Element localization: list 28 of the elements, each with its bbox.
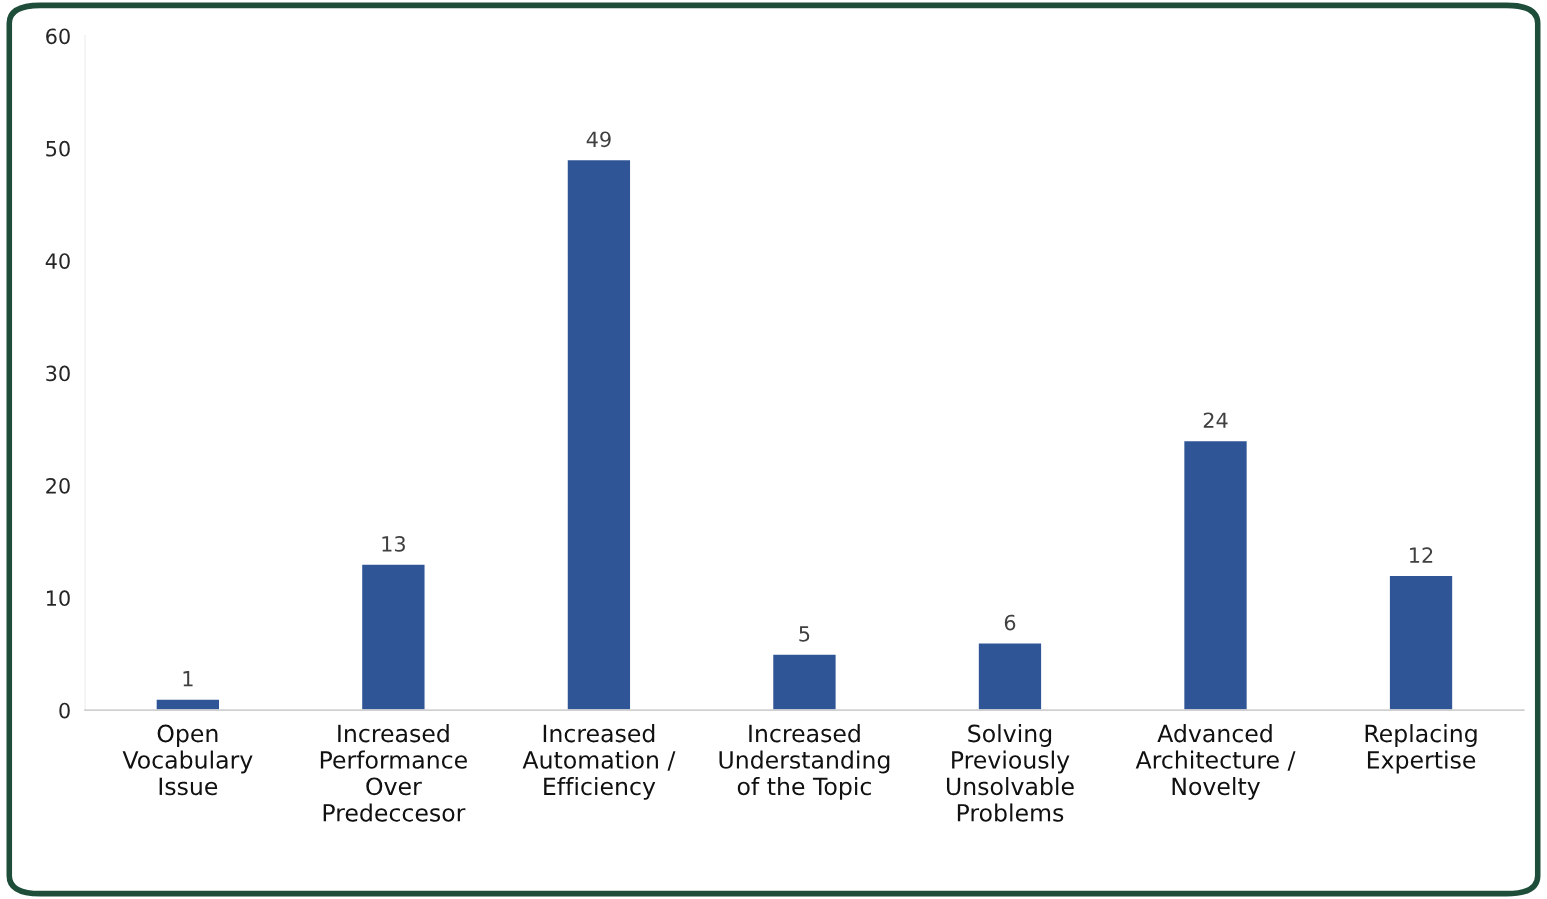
- bar: [977, 642, 1043, 711]
- x-tick-label: Advanced Architecture / Novelty: [1135, 724, 1296, 800]
- bar: [1388, 574, 1454, 711]
- data-label: 1: [183, 671, 193, 687]
- bar: [771, 653, 837, 711]
- y-tick-label: 0: [59, 702, 70, 719]
- x-tick-label: Replacing Expertise: [1365, 724, 1477, 774]
- data-label: 24: [1203, 412, 1228, 428]
- y-tick-label: 20: [46, 477, 70, 494]
- x-tick-label: Increased Understanding of the Topic: [719, 724, 890, 800]
- bar: [566, 158, 632, 711]
- data-label: 6: [1004, 614, 1016, 631]
- data-label: 49: [586, 131, 611, 148]
- y-tick-label: 10: [46, 590, 70, 607]
- y-tick-label: 40: [45, 253, 70, 269]
- x-tick-label: Open Vocabulary Issue: [122, 724, 253, 796]
- y-tick-label: 50: [46, 140, 70, 157]
- y-tick-label: 60: [46, 28, 70, 45]
- bar: [1182, 439, 1249, 711]
- x-tick-label: Increased Performance Over Predeccesor: [320, 724, 467, 822]
- data-label: 13: [382, 535, 405, 552]
- bar: [360, 563, 426, 711]
- x-tick-label: Increased Automation / Efficiency: [522, 724, 676, 800]
- y-tick-label: 30: [46, 365, 70, 382]
- x-tick-label: Solving Previously Unsolvable Problems: [946, 724, 1074, 822]
- data-label: 12: [1410, 547, 1433, 563]
- data-label: 5: [799, 626, 810, 642]
- bar: [155, 698, 221, 711]
